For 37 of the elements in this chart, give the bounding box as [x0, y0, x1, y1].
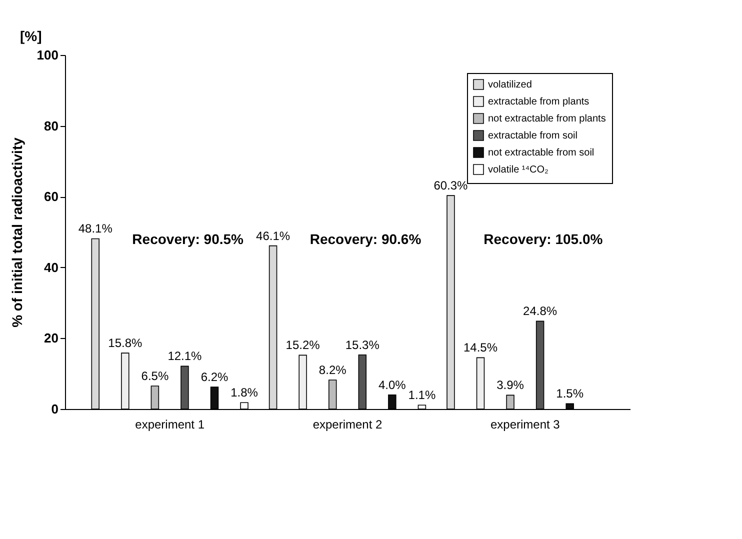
y-tick-label: 80: [44, 118, 58, 134]
legend-label: extractable from plants: [488, 96, 590, 108]
data-label: 8.2%: [318, 362, 347, 377]
data-label: 1.1%: [408, 388, 436, 402]
y-tick-label: 60: [44, 189, 58, 204]
x-tick-label: experiment 1: [135, 418, 205, 432]
data-label: 3.9%: [496, 378, 524, 392]
data-label: 60.3%: [434, 178, 468, 193]
data-label: 12.1%: [168, 349, 202, 364]
y-tick-label: 0: [51, 402, 58, 416]
data-label: 48.1%: [78, 222, 113, 236]
annotation: Recovery: 90.6%: [310, 230, 422, 247]
data-label: 6.5%: [141, 368, 169, 383]
y-tick-label: 100: [36, 48, 58, 62]
data-label: 4.0%: [378, 378, 406, 392]
annotation: Recovery: 105.0%: [484, 230, 604, 247]
legend-label: not extractable from plants: [488, 114, 606, 124]
data-label: 15.3%: [345, 338, 380, 352]
legend-label: not extractable from soil: [488, 148, 594, 158]
y-tick-label: 20: [44, 330, 58, 346]
data-label: 15.2%: [286, 338, 320, 352]
text: [%]: [20, 28, 42, 44]
data-label: 14.5%: [463, 340, 498, 355]
data-label: 1.5%: [556, 386, 584, 401]
data-label: 15.8%: [108, 336, 142, 350]
legend-label: volatilized: [488, 80, 532, 90]
y-tick-label: 40: [44, 260, 58, 275]
legend-label: extractable from soil: [488, 130, 578, 142]
annotation: Recovery: 90.5%: [132, 230, 244, 247]
x-tick-label: experiment 2: [312, 418, 383, 432]
data-label: 1.8%: [230, 386, 258, 400]
data-label: 24.8%: [523, 304, 558, 318]
data-label: 46.1%: [256, 228, 290, 243]
data-label: 6.2%: [200, 370, 228, 384]
y-axis-title: % of initial total radioactivity: [8, 137, 25, 328]
legend-label: volatile ¹⁴CO₂: [488, 164, 549, 176]
x-tick-label: experiment 3: [490, 418, 560, 432]
